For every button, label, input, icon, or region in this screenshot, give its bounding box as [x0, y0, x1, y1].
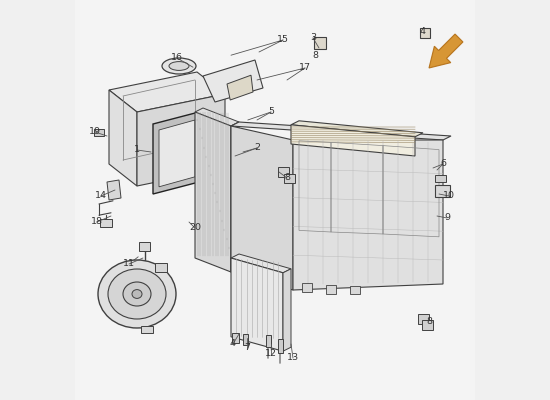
Text: 11: 11 — [123, 260, 135, 268]
Bar — [420, 28, 430, 38]
Bar — [422, 320, 433, 330]
Polygon shape — [109, 90, 137, 186]
Bar — [155, 263, 167, 272]
Text: 3: 3 — [310, 34, 316, 42]
Polygon shape — [195, 112, 231, 272]
FancyArrow shape — [429, 34, 463, 68]
Bar — [243, 334, 248, 345]
Text: 5: 5 — [268, 108, 274, 116]
Bar — [435, 185, 450, 197]
Ellipse shape — [132, 290, 142, 298]
Polygon shape — [231, 254, 291, 273]
Bar — [418, 314, 430, 324]
Bar — [94, 129, 104, 136]
Text: 17: 17 — [299, 64, 311, 72]
Ellipse shape — [169, 62, 189, 70]
Text: a passion for
parts.stay: a passion for parts.stay — [191, 218, 295, 278]
Text: 7: 7 — [244, 344, 250, 352]
Text: 10: 10 — [443, 192, 455, 200]
Polygon shape — [291, 125, 415, 156]
Polygon shape — [195, 108, 239, 126]
Ellipse shape — [123, 282, 151, 306]
Text: 20: 20 — [189, 224, 201, 232]
Polygon shape — [153, 112, 199, 194]
Bar — [278, 167, 289, 177]
Bar — [266, 335, 271, 347]
Polygon shape — [107, 180, 121, 200]
Polygon shape — [137, 94, 225, 186]
Text: 4: 4 — [420, 28, 426, 36]
Ellipse shape — [98, 260, 176, 328]
Text: 9: 9 — [444, 214, 450, 222]
Text: 16: 16 — [171, 54, 183, 62]
Polygon shape — [159, 120, 195, 187]
Polygon shape — [291, 121, 423, 137]
Bar — [435, 175, 446, 182]
Text: 1: 1 — [134, 146, 140, 154]
Polygon shape — [231, 122, 239, 272]
Polygon shape — [283, 269, 291, 351]
Bar — [139, 242, 150, 251]
Bar — [284, 174, 295, 183]
Polygon shape — [231, 122, 451, 140]
Bar — [278, 339, 283, 353]
Text: 18: 18 — [91, 218, 103, 226]
Polygon shape — [231, 126, 293, 290]
Bar — [314, 37, 326, 49]
Polygon shape — [227, 75, 253, 100]
Bar — [100, 219, 112, 227]
Bar — [232, 333, 239, 343]
Polygon shape — [231, 258, 283, 351]
Polygon shape — [109, 72, 225, 112]
Text: 2: 2 — [254, 144, 260, 152]
Text: 6: 6 — [440, 160, 446, 168]
Text: 4: 4 — [230, 340, 236, 348]
Text: 19: 19 — [89, 128, 101, 136]
Text: 13: 13 — [287, 354, 299, 362]
Text: 8: 8 — [312, 51, 318, 60]
Ellipse shape — [108, 269, 166, 319]
Bar — [350, 286, 360, 294]
Bar — [141, 326, 153, 333]
Polygon shape — [203, 60, 263, 102]
Bar — [326, 285, 336, 294]
Text: 8: 8 — [426, 318, 432, 326]
Text: 14: 14 — [95, 192, 107, 200]
Polygon shape — [293, 140, 443, 290]
Text: 8: 8 — [284, 174, 290, 182]
Text: 12: 12 — [265, 350, 277, 358]
Text: 15: 15 — [277, 36, 289, 44]
Bar — [302, 283, 312, 292]
Ellipse shape — [162, 58, 196, 74]
